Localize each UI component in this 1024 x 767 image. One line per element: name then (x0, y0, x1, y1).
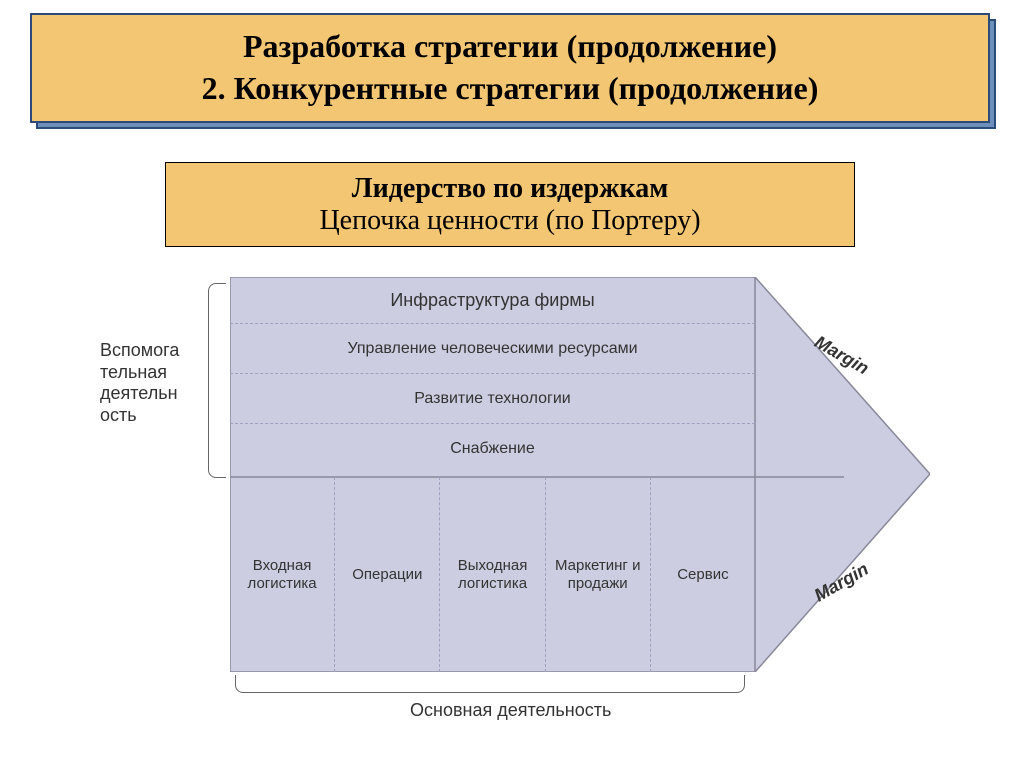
support-rows: Инфраструктура фирмы Управление человече… (230, 277, 755, 474)
subtitle-bold: Лидерство по издержкам (352, 173, 669, 205)
title-line-2: 2. Конкурентные стратегии (продолжение) (202, 68, 819, 110)
support-row-procurement: Снабжение (230, 424, 755, 474)
primary-row: Входная логистика Операции Выходная логи… (230, 477, 755, 672)
primary-operations: Операции (335, 477, 440, 672)
title-line-1: Разработка стратегии (продолжение) (243, 26, 777, 68)
value-chain-diagram: Вспомога тельная деятельн ость Инфрастру… (100, 265, 930, 735)
title-box: Разработка стратегии (продолжение) 2. Ко… (30, 13, 990, 123)
support-activities-label: Вспомога тельная деятельн ость (100, 340, 210, 426)
primary-activities-label: Основная деятельность (410, 700, 611, 722)
primary-marketing: Маркетинг и продажи (546, 477, 651, 672)
support-row-tech: Развитие технологии (230, 374, 755, 424)
title-panel: Разработка стратегии (продолжение) 2. Ко… (30, 13, 990, 123)
primary-inbound: Входная логистика (230, 477, 335, 672)
subtitle-normal: Цепочка ценности (по Портеру) (319, 205, 700, 237)
bottom-bracket (235, 675, 745, 693)
primary-outbound: Выходная логистика (440, 477, 545, 672)
chain-shape: Инфраструктура фирмы Управление человече… (230, 277, 930, 672)
support-row-hr: Управление человеческими ресурсами (230, 324, 755, 374)
left-bracket (208, 283, 226, 478)
primary-service: Сервис (651, 477, 755, 672)
subtitle-box: Лидерство по издержкам Цепочка ценности … (165, 162, 855, 247)
support-row-infrastructure: Инфраструктура фирмы (230, 277, 755, 324)
